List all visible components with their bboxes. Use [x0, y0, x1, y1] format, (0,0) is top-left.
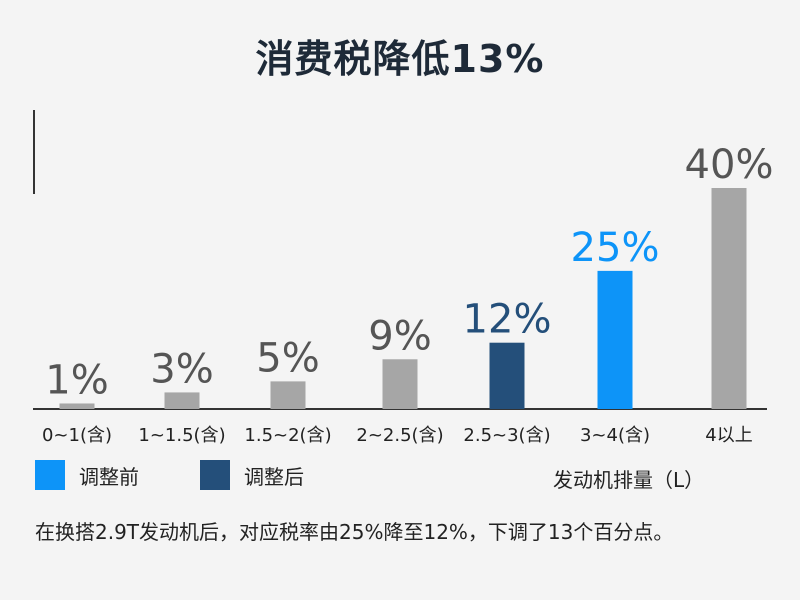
category-label-3: 2~2.5(含) [356, 425, 443, 446]
category-label-1: 1~1.5(含) [138, 425, 225, 446]
category-label-2: 1.5~2(含) [244, 425, 331, 446]
legend-swatch-before [35, 460, 65, 490]
data-label-0: 1% [45, 357, 108, 403]
chart-title: 消费税降低13% [255, 37, 545, 81]
bar-5 [597, 270, 633, 409]
bar-3 [382, 359, 418, 409]
legend-item-after: 调整后 [200, 460, 304, 490]
category-label-4: 2.5~3(含) [463, 425, 550, 446]
data-label-5: 25% [571, 225, 660, 271]
legend-label-before: 调整前 [79, 464, 139, 489]
bar-4 [489, 342, 525, 409]
data-label-4: 12% [463, 297, 552, 343]
data-label-2: 5% [256, 335, 319, 381]
bar-2 [270, 381, 306, 409]
bar-chart: 1% 0~1(含) 3% 1~1.5(含) 5% 1.5~2(含) 9% 2~2.5(含) 12… [33, 142, 774, 446]
legend-swatch-after [200, 460, 230, 490]
x-axis-title: 发动机排量（L） [553, 468, 705, 492]
category-label-0: 0~1(含) [42, 425, 112, 446]
decorative-rule [33, 110, 35, 194]
category-label-5: 3~4(含) [580, 425, 650, 446]
bar-6 [711, 188, 747, 409]
legend-label-after: 调整后 [244, 464, 304, 489]
legend-item-before: 调整前 [35, 460, 139, 490]
data-label-3: 9% [368, 313, 431, 359]
data-label-6: 40% [685, 142, 774, 188]
data-label-1: 3% [150, 346, 213, 392]
bar-0 [59, 403, 95, 409]
bar-1 [164, 392, 200, 409]
caption-text: 在换搭2.9T发动机后，对应税率由25%降至12%，下调了13个百分点。 [35, 520, 674, 544]
category-label-6: 4以上 [705, 425, 752, 446]
